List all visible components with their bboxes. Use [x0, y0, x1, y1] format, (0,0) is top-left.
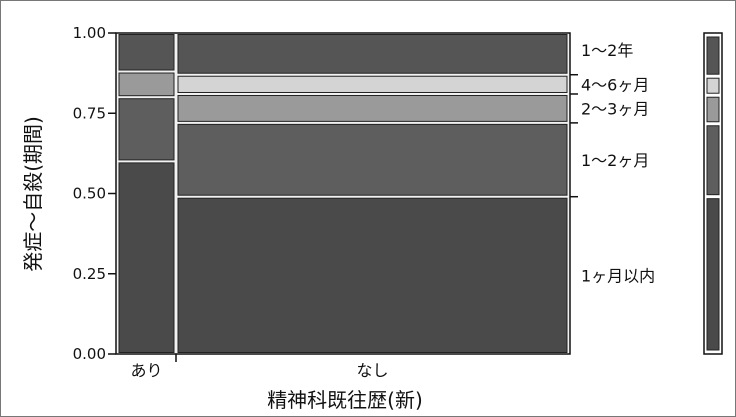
- y-tick-label: 0.00: [73, 345, 106, 363]
- mosaic-tile-1-2: [118, 98, 175, 161]
- mosaic-tile-2-4: [177, 75, 568, 93]
- mosaic-tile-1-5: [118, 34, 175, 71]
- mosaic-tile-1-1: [118, 162, 175, 353]
- y-tick-label: 0.75: [73, 104, 106, 122]
- y-tick-label: 0.50: [73, 185, 106, 203]
- legend-swatch-5: [706, 36, 720, 75]
- legend-swatch-4: [706, 77, 720, 94]
- x-axis-title: 精神科既往歴(新): [267, 388, 423, 412]
- mosaic-tile-2-5: [177, 34, 568, 74]
- segment-label-5: 1〜2年: [581, 41, 633, 60]
- mosaic-tile-2-2: [177, 123, 568, 196]
- segment-label-2: 1〜2ヶ月: [581, 151, 649, 170]
- mosaic-tile-2-1: [177, 197, 568, 353]
- legend-swatch-1: [706, 198, 720, 351]
- legend-swatch-2: [706, 125, 720, 196]
- legend-swatch-3: [706, 96, 720, 123]
- y-tick-label: 0.25: [73, 265, 106, 283]
- segment-label-3: 2〜3ヶ月: [581, 99, 649, 118]
- y-axis-title: 発症〜自殺(期間): [21, 116, 45, 272]
- x-category-label: なし: [356, 361, 388, 380]
- y-tick-label: 1.00: [73, 24, 106, 42]
- segment-label-1: 1ヶ月以内: [581, 266, 655, 285]
- mosaic-tile-2-3: [177, 94, 568, 122]
- x-category-label: あり: [130, 361, 162, 380]
- segment-label-4: 4〜6ヶ月: [581, 75, 649, 94]
- mosaic-tile-1-3: [118, 72, 175, 97]
